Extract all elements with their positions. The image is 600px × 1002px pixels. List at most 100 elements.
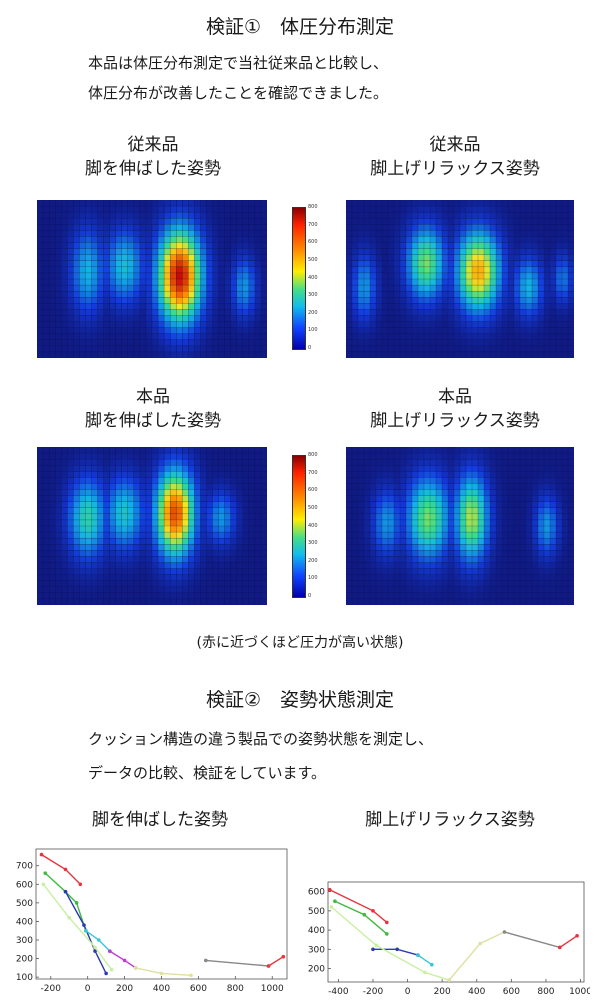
heatmap-cell (206, 501, 213, 509)
heatmap-cell (73, 200, 80, 207)
heatmap-cell (399, 507, 407, 515)
heatmap-cell (79, 236, 86, 243)
heatmap-cell (435, 303, 443, 310)
heatmap-cell (61, 471, 68, 478)
heatmap-cell (346, 574, 353, 582)
heatmap-cell (495, 447, 503, 454)
heatmap-cell (549, 477, 557, 484)
heatmap-cell (435, 562, 443, 569)
heatmap-cell (501, 321, 509, 329)
heatmap-cell (411, 501, 419, 509)
heatmap-cell (79, 477, 86, 484)
heatmap-cell (507, 224, 515, 231)
heatmap-cell (194, 218, 201, 225)
section2-intro-line2: データの比較、検証をしています。 (88, 764, 327, 782)
heatmap-cell (471, 224, 479, 231)
heatmap-cell (109, 297, 117, 304)
heatmap-cell (127, 236, 135, 243)
heatmap-cell (417, 519, 425, 527)
heatmap-cell (507, 351, 515, 358)
heatmap-cell (242, 290, 250, 298)
heatmap-cell (260, 218, 267, 225)
heatmap-cell (188, 351, 195, 358)
heatmap-cell (163, 254, 171, 262)
heatmap-cell (357, 327, 365, 335)
heatmap-cell (441, 592, 449, 600)
heatmap-cell (531, 211, 539, 219)
heatmap-cell (501, 278, 509, 286)
heatmap-cell (67, 211, 74, 219)
heatmap-cell (423, 211, 431, 219)
heatmap-cell (375, 531, 383, 539)
heatmap-cell (37, 477, 44, 484)
heatmap-cell (465, 598, 473, 605)
heatmap-cell (61, 339, 68, 347)
heatmap-cell (543, 465, 551, 472)
heatmap-cell (121, 351, 129, 358)
heatmap-cell (477, 290, 485, 298)
heatmap-cell (561, 205, 569, 213)
heatmap-cell (91, 525, 98, 533)
heatmap-cell (387, 242, 395, 250)
heatmap-cell (447, 218, 455, 225)
heatmap-cell (513, 351, 521, 358)
heatmap-cell (212, 272, 219, 280)
heatmap-cell (79, 531, 86, 539)
heatmap-cell (567, 458, 574, 466)
heatmap-cell (97, 550, 104, 557)
heatmap-cell (543, 327, 551, 335)
heatmap-cell (169, 544, 177, 551)
heatmap-cell (206, 531, 213, 539)
heatmap-cell (483, 447, 491, 454)
series-point (478, 941, 483, 946)
heatmap-cell (139, 303, 147, 310)
heatmap-cell (218, 297, 226, 304)
heatmap-cell (393, 297, 401, 304)
heatmap-cell (507, 230, 515, 237)
heatmap-cell (423, 315, 431, 322)
heatmap-cell (121, 278, 129, 286)
heatmap-cell (91, 345, 98, 353)
heatmap-cell (97, 339, 104, 347)
heatmap-cell (212, 598, 219, 605)
heatmap-cell (212, 303, 219, 310)
heatmap-cell (507, 586, 515, 594)
heatmap-cell (139, 242, 147, 250)
heatmap-cell (163, 224, 171, 231)
heatmap-cell (405, 465, 413, 472)
heatmap-cell (393, 519, 401, 527)
heatmap-cell (188, 574, 195, 582)
heatmap-cell (230, 562, 238, 569)
heatmap-cell (206, 248, 213, 256)
heatmap-cell (230, 284, 238, 292)
heatmap-cell (399, 290, 407, 298)
x-tick-label: 200 (434, 987, 451, 997)
heatmap-cell (357, 272, 365, 280)
heatmap-cell (435, 205, 443, 213)
heatmap-cell (127, 254, 135, 262)
heatmap-cell (561, 297, 569, 304)
heatmap-cell (417, 507, 425, 515)
heatmap-cell (48, 544, 56, 551)
heatmap-cell (85, 333, 92, 341)
series-point (43, 871, 48, 875)
heatmap-cell (381, 513, 389, 521)
heatmap-cell (435, 254, 443, 262)
heatmap-cell (48, 537, 56, 545)
heatmap-cell (206, 556, 213, 563)
heatmap-cell (435, 513, 443, 521)
series-point (333, 899, 337, 904)
heatmap-cell (230, 272, 238, 280)
heatmap-cell (37, 556, 44, 563)
heatmap-cell (224, 309, 232, 316)
heatmap-cell (555, 278, 563, 286)
heatmap-cell (236, 327, 244, 335)
heatmap-cell (127, 309, 135, 316)
heatmap-cell (85, 465, 92, 472)
heatmap-cell (157, 568, 165, 576)
heatmap-cell (346, 452, 353, 460)
heatmap-cell (48, 339, 56, 347)
heatmap-cell (507, 477, 515, 484)
heatmap-cell (224, 471, 232, 478)
heatmap-cell (346, 224, 353, 231)
